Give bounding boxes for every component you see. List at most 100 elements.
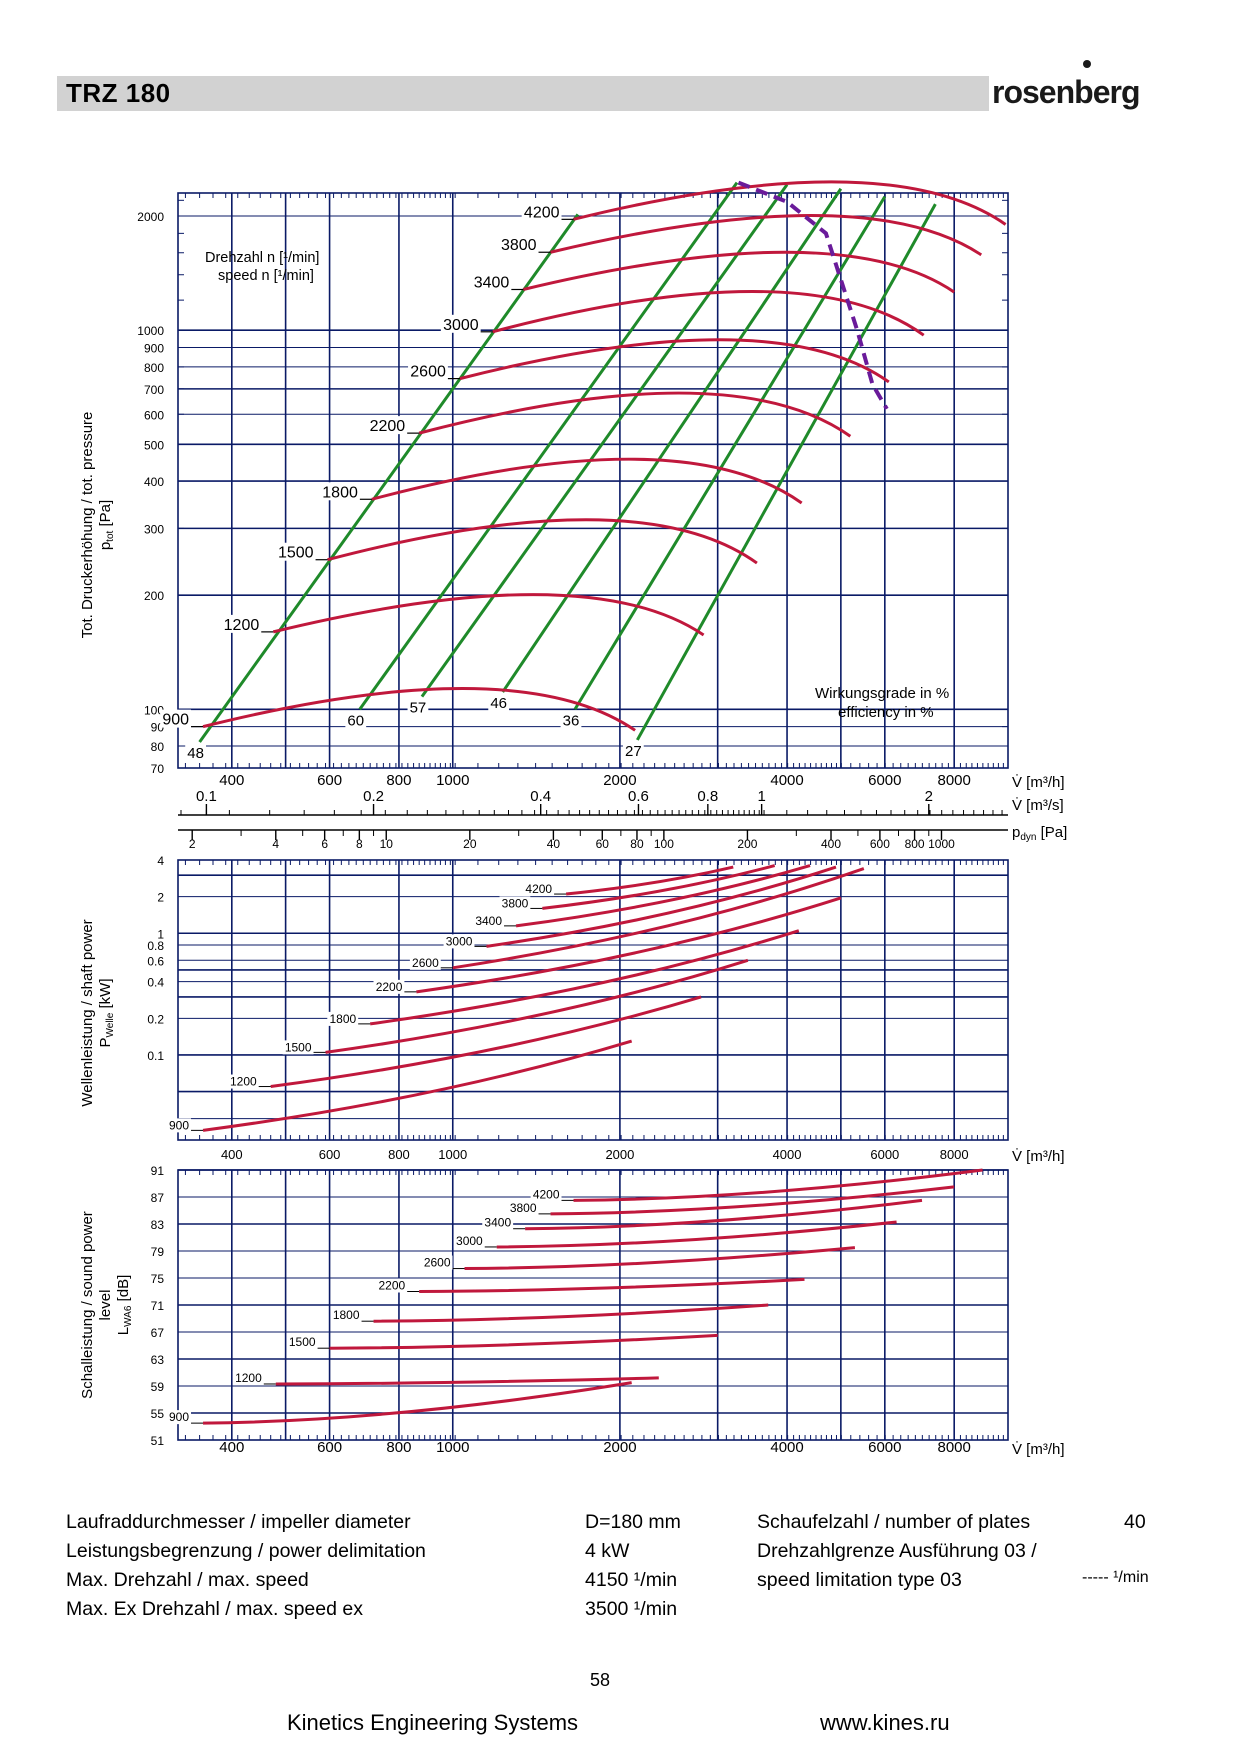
pressure-curve-label-1200: 1200 [224, 617, 260, 634]
pdyn-label: 200 [737, 837, 757, 851]
pdyn-label: 10 [380, 837, 394, 851]
website: www.kines.ru [820, 1710, 950, 1735]
power-xtick-label: 1000 [438, 1147, 467, 1162]
pressure-curve-label-2600: 2600 [410, 364, 446, 381]
efficiency-line-46 [501, 187, 843, 693]
sound-curve-1800 [373, 1303, 769, 1323]
page-number: 58 [590, 1670, 611, 1690]
sound-xtick-label: 600 [317, 1439, 342, 1456]
pdyn-label: 100 [654, 837, 674, 851]
efficiency-label-46-bg [488, 694, 510, 712]
sound-ytick-label: 79 [151, 1245, 165, 1259]
power-xtick-label: 8000 [940, 1147, 969, 1162]
speed-label-de: Drehzahl n [¹/min] [205, 250, 319, 266]
sound-curve-900 [203, 1381, 632, 1425]
pressure-xtick-label: 6000 [868, 772, 901, 789]
pdyn-label: 6 [321, 837, 328, 851]
pressure-xtick-label: 2000 [603, 772, 636, 789]
efficiency-label-57: 57 [410, 700, 427, 717]
power-curve-label-1200-bg [227, 1074, 259, 1089]
sound-curve-3000 [496, 1220, 897, 1249]
sound-curve-2200 [419, 1277, 805, 1293]
pdyn-label: 40 [547, 837, 561, 851]
power-curve-label-1800: 1800 [329, 1012, 356, 1026]
efficiency-label-de: Wirkungsgrade in % [815, 685, 949, 702]
power-curve-900 [202, 1039, 633, 1132]
sound-ytick-label: 91 [151, 1164, 165, 1178]
power-curve-label-3000-bg [443, 934, 475, 949]
pressure-curve-3800 [550, 214, 983, 257]
power-curve-label-900: 900 [169, 1118, 189, 1132]
power-curve-1200 [270, 995, 702, 1089]
speed-limit-line [737, 180, 889, 410]
sound-curve-label-3400: 3400 [484, 1216, 511, 1230]
speedex-label: Max. Ex Drehzahl / max. speed ex [66, 1598, 363, 1620]
pressure-curve-label-3800-bg [498, 235, 539, 254]
power-curve-label-2200: 2200 [376, 980, 403, 994]
speedex-value: 3500 ¹/min [585, 1598, 678, 1620]
flow-m3s-label: 0.1 [196, 788, 217, 805]
power-ylabel-symbol: PWelle [kW] [97, 978, 116, 1047]
pressure-curve-label-1800-bg [320, 482, 360, 501]
sound-curve-label-4200: 4200 [533, 1187, 560, 1201]
pdyn-label: 60 [596, 837, 610, 851]
pressure-curve-3400 [522, 250, 956, 294]
impeller-label: Laufraddurchmesser / impeller diameter [66, 1511, 411, 1533]
sound-curve-label-2600: 2600 [424, 1256, 451, 1270]
title-bar [57, 76, 989, 111]
efficiency-line-60 [358, 181, 739, 711]
power-curve-label-4200-bg [523, 882, 555, 897]
sound-curve-label-3800: 3800 [510, 1201, 537, 1215]
speed-value: 4150 ¹/min [585, 1569, 678, 1591]
sound-curve-label-3800-bg [507, 1200, 539, 1215]
sound-curve-label-1800: 1800 [333, 1308, 360, 1322]
efficiency-label-60: 60 [347, 712, 364, 729]
sound-ytick-label: 63 [151, 1353, 165, 1367]
power-curve-3800 [542, 864, 776, 910]
sound-curve-label-900-bg [166, 1410, 192, 1425]
power-value: 4 kW [585, 1540, 630, 1562]
sound-curve-label-3000: 3000 [456, 1234, 483, 1248]
efficiency-label-36: 36 [563, 712, 580, 729]
sound-curve-3400 [525, 1198, 923, 1231]
pressure-curve-900 [202, 687, 636, 732]
sound-curve-label-2200: 2200 [378, 1279, 405, 1293]
pressure-curve-1200 [272, 593, 705, 637]
pressure-ytick-label: 1000 [137, 324, 164, 338]
power-curve-label-1800-bg [327, 1011, 359, 1026]
pressure-curve-label-2200-bg [367, 416, 408, 435]
pressure-ytick-label: 70 [151, 762, 165, 776]
power-curve-label-1200: 1200 [230, 1075, 257, 1089]
efficiency-label-60-bg [345, 711, 367, 729]
limit-label-2: speed limitation type 03 [757, 1569, 962, 1591]
flow-m3s-label: 0.2 [363, 788, 384, 805]
pressure-xtick-label: 4000 [770, 772, 803, 789]
power-ytick-label: 0.4 [147, 976, 164, 990]
sound-ytick-label: 55 [151, 1407, 165, 1421]
power-curve-label-1500-bg [282, 1040, 314, 1055]
fan-performance-charts: 2000100090080070060050040030020010090807… [79, 180, 1067, 1458]
efficiency-label-en: efficiency in % [838, 704, 934, 721]
rosenberg-logo: rosenberg [992, 74, 1140, 110]
power-ytick-label: 2 [157, 891, 164, 905]
power-curve-label-3800-bg [499, 896, 531, 911]
sound-ytick-label: 83 [151, 1218, 165, 1232]
sound-ytick-label: 67 [151, 1326, 165, 1340]
pressure-curve-label-1800: 1800 [322, 484, 358, 501]
limit-value: ----- ¹/min [1082, 1569, 1149, 1586]
power-label: Leistungsbegrenzung / power delimitation [66, 1540, 426, 1562]
company-name: Kinetics Engineering Systems [287, 1710, 579, 1735]
pressure-curve-label-2600-bg [408, 361, 448, 380]
speed-label: Max. Drehzahl / max. speed [66, 1569, 309, 1591]
impeller-value: D=180 mm [585, 1511, 681, 1533]
sound-curve-label-1200-bg [232, 1370, 264, 1385]
power-curve-3400 [515, 864, 811, 928]
pressure-xtick-label: 400 [219, 772, 244, 789]
pressure-ytick-label: 400 [144, 475, 164, 489]
efficiency-line-27 [636, 203, 937, 741]
pdyn-label: 1000 [928, 837, 955, 851]
pressure-ytick-label: 80 [151, 740, 165, 754]
page-title: TRZ 180 [66, 78, 171, 108]
power-curve-label-3000: 3000 [446, 934, 473, 948]
power-curve-label-3400: 3400 [475, 914, 502, 928]
